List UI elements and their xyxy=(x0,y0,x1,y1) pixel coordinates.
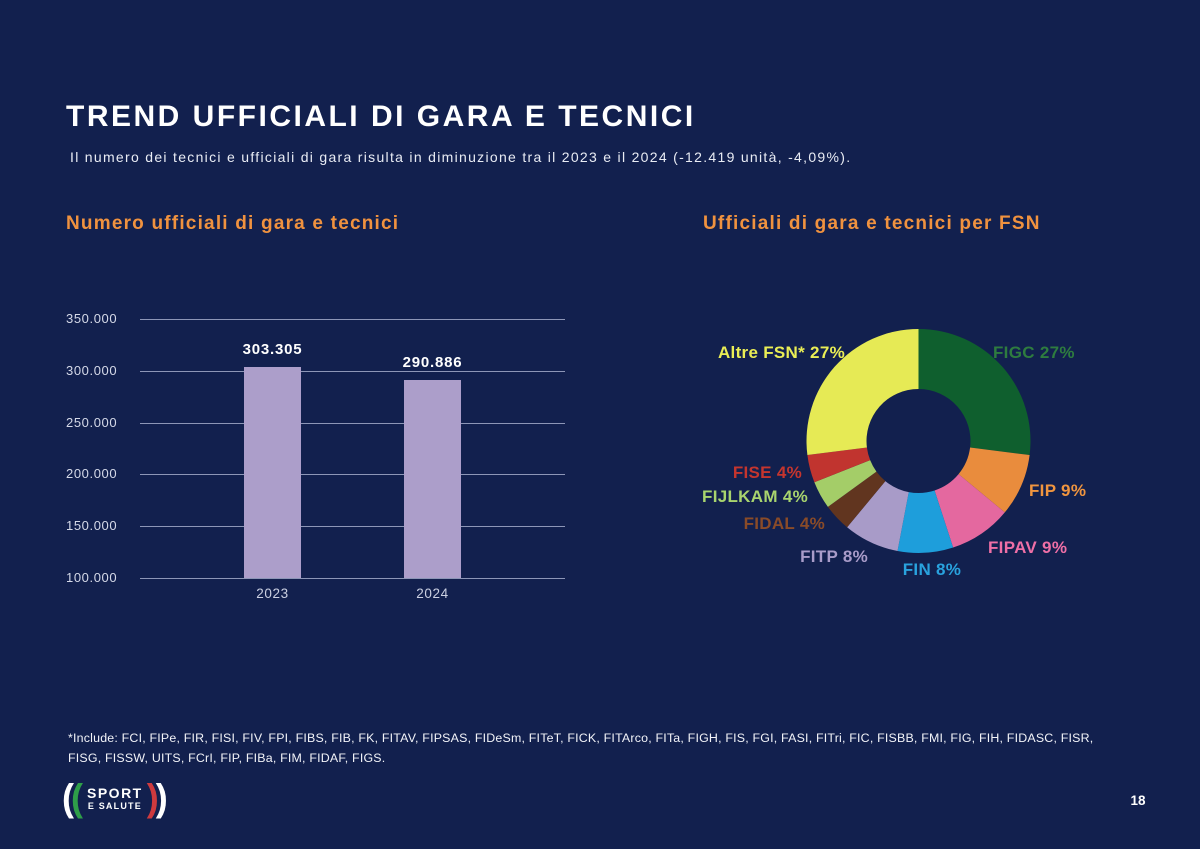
bar-value-label: 303.305 xyxy=(242,341,303,359)
bar xyxy=(244,367,301,578)
y-tick-label: 150.000 xyxy=(66,518,118,534)
footnote-line: *Include: FCI, FIPe, FIR, FISI, FIV, FPI… xyxy=(68,731,1094,745)
donut-segment-FIP xyxy=(958,447,1030,513)
donut-segment-AltreFSN xyxy=(806,329,919,456)
donut-label-FIJLKAM: FIJLKAM 4% xyxy=(702,487,808,506)
logo-line2: E SALUTE xyxy=(87,800,142,811)
donut-label-FISE: FISE 4% xyxy=(733,463,802,482)
bar xyxy=(404,380,461,578)
y-tick-label: 100.000 xyxy=(66,570,118,585)
logo-text: SPORT E SALUTE xyxy=(87,784,143,811)
page-subtitle: Il numero dei tecnici e ufficiali di gar… xyxy=(70,149,852,165)
grid-line xyxy=(140,526,565,528)
bar-value-label: 290.886 xyxy=(402,354,463,372)
logo-paren-red-icon: ) xyxy=(146,775,159,819)
donut-label-FIP: FIP 9% xyxy=(1029,481,1086,500)
donut-label-FIGC: FIGC 27% xyxy=(993,343,1075,362)
y-tick-label: 250.000 xyxy=(66,414,118,430)
bar-chart-title: Numero ufficiali di gara e tecnici xyxy=(66,213,400,234)
sport-e-salute-logo: (( SPORT E SALUTE )) xyxy=(62,777,168,819)
grid-line xyxy=(140,319,565,320)
donut-chart: FIGC 27% FIP 9% FIPAV 9% FIN 8% FITP 8% FIDAL… xyxy=(640,290,1200,620)
grid-line xyxy=(140,422,565,424)
donut-label-FIN: FIN 8% xyxy=(903,560,961,579)
donut-segment-FIJLKAM xyxy=(814,460,877,507)
donut-segment-FITP xyxy=(847,481,909,552)
x-tick-label: 2023 xyxy=(256,586,289,601)
page-number: 18 xyxy=(1130,793,1146,808)
bar-chart: 100.000 150.000 200.000 250.000 300.000 350.0… xyxy=(66,290,566,620)
y-tick-label: 300.000 xyxy=(66,362,118,378)
x-tick-label: 2024 xyxy=(416,586,449,601)
grid-line xyxy=(140,370,565,372)
donut-label-FITP: FITP 8% xyxy=(800,547,868,566)
donut-segment-FIGC xyxy=(918,329,1031,456)
donut-chart-title: Ufficiali di gara e tecnici per FSN xyxy=(703,213,1041,234)
logo-paren-outer-left-icon: ( xyxy=(62,775,74,819)
donut-label-AltreFSN: Altre FSN* 27% xyxy=(718,343,845,362)
donut-segment-FIDAL xyxy=(827,471,886,528)
donut-segment-FIPAV xyxy=(934,474,1005,548)
logo-paren-green-icon: ( xyxy=(71,775,83,819)
donut-segment-FISE xyxy=(807,447,871,483)
grid-line xyxy=(140,578,565,579)
footnote-line: FISG, FISSW, UITS, FCrI, FIP, FIBa, FIM,… xyxy=(68,751,386,765)
y-tick-label: 200.000 xyxy=(66,466,118,482)
grid-line xyxy=(140,474,565,476)
logo-paren-outer-right-icon: ) xyxy=(155,775,168,819)
logo-line1: SPORT xyxy=(87,784,143,801)
footnote: *Include: FCI, FIPe, FIR, FISI, FIV, FPI… xyxy=(68,728,1128,768)
donut-label-FIPAV: FIPAV 9% xyxy=(988,538,1067,557)
y-tick-label: 350.000 xyxy=(66,311,118,326)
donut-segment-FIN xyxy=(897,490,954,553)
donut-label-FIDAL: FIDAL 4% xyxy=(744,514,825,533)
page-title: TREND UFFICIALI DI GARA E TECNICI xyxy=(66,100,696,134)
